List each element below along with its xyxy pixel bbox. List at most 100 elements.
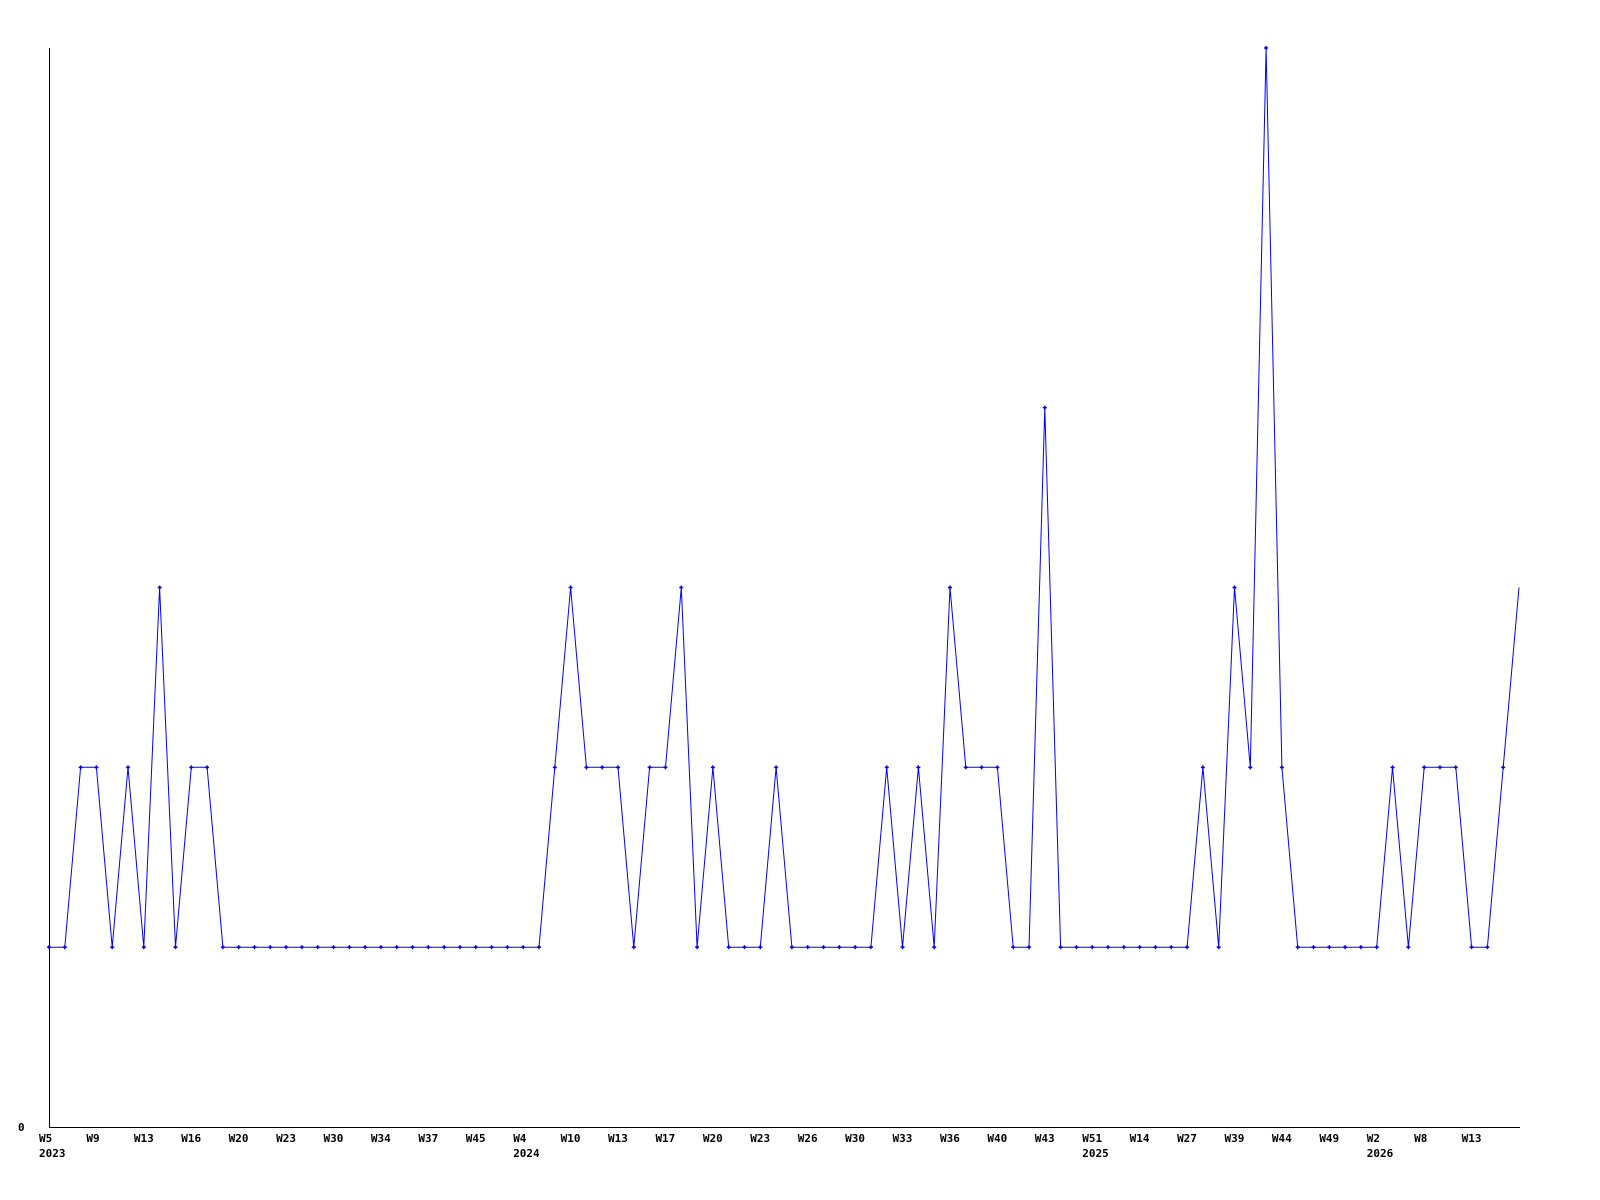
data-point: [616, 765, 621, 770]
x-tick-label: W45: [466, 1132, 486, 1145]
year-labels: 2023 2024 2025 2026: [39, 1147, 1394, 1160]
data-point: [1106, 945, 1111, 950]
data-point: [1358, 945, 1363, 950]
x-tick-label: W14: [1130, 1132, 1150, 1145]
data-point: [378, 945, 383, 950]
x-tick-label: W37: [418, 1132, 438, 1145]
data-point: [1090, 945, 1095, 950]
data-point: [758, 945, 763, 950]
data-point: [1042, 405, 1047, 410]
x-tick-label: W9: [86, 1132, 99, 1145]
x-tick-label: W17: [655, 1132, 675, 1145]
x-tick-label: W13: [608, 1132, 628, 1145]
data-point: [363, 945, 368, 950]
data-point: [647, 765, 652, 770]
data-point: [663, 765, 668, 770]
year-label: 2026: [1367, 1147, 1394, 1160]
data-point: [1185, 945, 1190, 950]
data-point: [157, 585, 162, 590]
data-point: [947, 585, 952, 590]
data-point: [521, 945, 526, 950]
x-tick-label: W49: [1319, 1132, 1339, 1145]
data-point: [47, 945, 51, 950]
data-point: [884, 765, 889, 770]
data-point: [805, 945, 810, 950]
x-tick-label: W20: [229, 1132, 249, 1145]
data-point: [78, 765, 83, 770]
year-label: 2023: [39, 1147, 66, 1160]
data-point: [1027, 945, 1031, 950]
data-point: [284, 945, 289, 950]
data-point: [1200, 765, 1205, 770]
data-point: [252, 945, 257, 950]
x-tick-label: W10: [561, 1132, 581, 1145]
x-tick-label: W13: [134, 1132, 154, 1145]
x-tick-label: W16: [181, 1132, 201, 1145]
data-point: [1406, 945, 1411, 950]
data-point: [600, 765, 605, 770]
data-point: [1011, 945, 1016, 950]
data-point: [1248, 765, 1253, 770]
data-point: [1311, 945, 1316, 950]
data-point: [568, 585, 573, 590]
data-point: [410, 945, 415, 950]
x-tick-label: W44: [1272, 1132, 1292, 1145]
data-point: [236, 945, 241, 950]
data-point: [1485, 945, 1490, 950]
data-point: [1074, 945, 1079, 950]
data-point: [1437, 765, 1442, 770]
data-point: [505, 945, 510, 950]
data-point: [537, 945, 541, 950]
x-tick-labels: W5 W9 W13 W16 W20 W23 W30 W34 W37 W45 W4 W10 W13 W17 W…: [39, 1132, 1481, 1145]
data-point: [726, 945, 731, 950]
data-point: [94, 765, 99, 770]
x-tick-label: W13: [1462, 1132, 1482, 1145]
data-point: [1501, 765, 1506, 770]
data-point: [868, 945, 873, 950]
data-point: [1390, 765, 1395, 770]
series-markers: [47, 46, 1506, 950]
data-point: [1453, 765, 1458, 770]
data-point: [347, 945, 352, 950]
data-point: [900, 945, 905, 950]
data-point: [837, 945, 842, 950]
data-point: [1169, 945, 1174, 950]
data-point: [1327, 945, 1332, 950]
x-tick-label: W23: [750, 1132, 770, 1145]
data-point: [426, 945, 431, 950]
data-point: [394, 945, 399, 950]
data-point: [710, 765, 715, 770]
data-point: [789, 945, 794, 950]
data-point: [1295, 945, 1300, 950]
data-point: [552, 765, 557, 770]
data-point: [1058, 945, 1063, 950]
data-point: [126, 765, 131, 770]
x-tick-label: W36: [940, 1132, 960, 1145]
x-tick-label: W8: [1414, 1132, 1427, 1145]
data-point: [205, 765, 210, 770]
data-point: [695, 945, 700, 950]
x-tick-label: W40: [987, 1132, 1007, 1145]
data-point: [1374, 945, 1379, 950]
x-tick-label: W34: [371, 1132, 391, 1145]
data-point: [1264, 46, 1269, 50]
data-point: [110, 945, 115, 950]
x-tick-label: W5: [39, 1132, 52, 1145]
data-point: [442, 945, 447, 950]
x-tick-label: W39: [1224, 1132, 1244, 1145]
data-point: [932, 945, 937, 950]
x-tick-label: W26: [798, 1132, 818, 1145]
data-point: [963, 765, 968, 770]
data-point: [1422, 765, 1427, 770]
data-point: [1343, 945, 1348, 950]
x-tick-label: W20: [703, 1132, 723, 1145]
x-tick-label: W4: [513, 1132, 527, 1145]
data-point: [1216, 945, 1221, 950]
data-point: [1121, 945, 1126, 950]
x-tick-label: W23: [276, 1132, 296, 1145]
data-point: [1137, 945, 1142, 950]
data-point: [141, 945, 146, 950]
data-point: [489, 945, 494, 950]
data-point: [774, 765, 779, 770]
